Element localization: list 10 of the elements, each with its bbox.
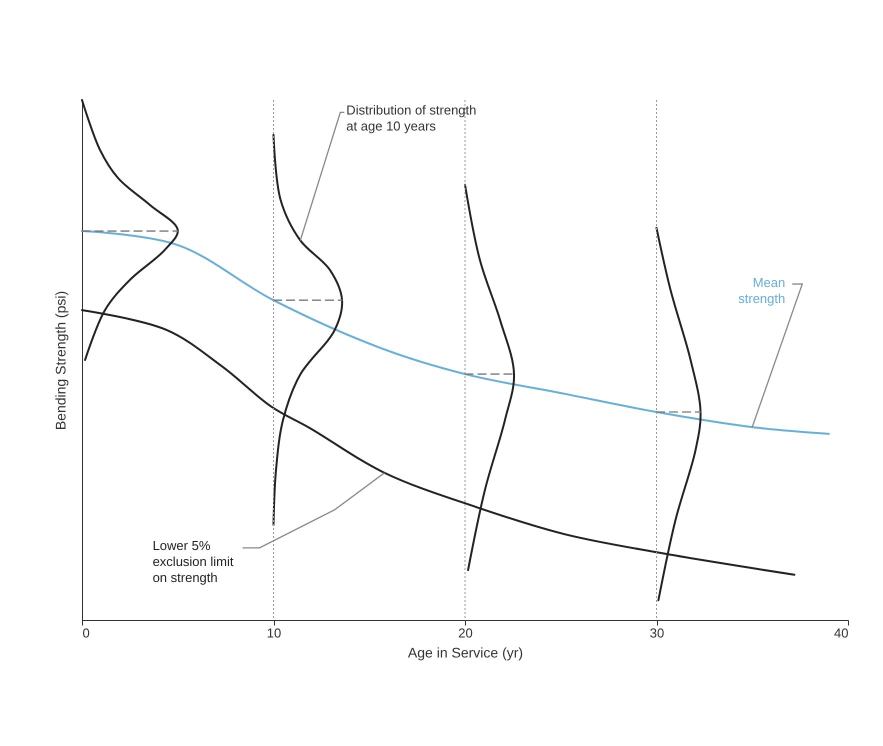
x-tick-label: 40 xyxy=(834,626,848,640)
x-tick-label: 20 xyxy=(458,626,473,640)
x-axis-title: Age in Service (yr) xyxy=(408,644,524,660)
x-tick-label: 30 xyxy=(650,626,664,640)
text: Mean strength xyxy=(738,275,786,306)
x-tick-label: 0 xyxy=(82,626,90,640)
text: Lower 5% exclusion limit on strength xyxy=(152,538,234,585)
x-tick-label: 10 xyxy=(266,626,282,640)
annotation: Distribution of strength at age 10 years xyxy=(346,102,476,134)
y-axis-title: Bending Strength (psi) xyxy=(52,290,68,430)
